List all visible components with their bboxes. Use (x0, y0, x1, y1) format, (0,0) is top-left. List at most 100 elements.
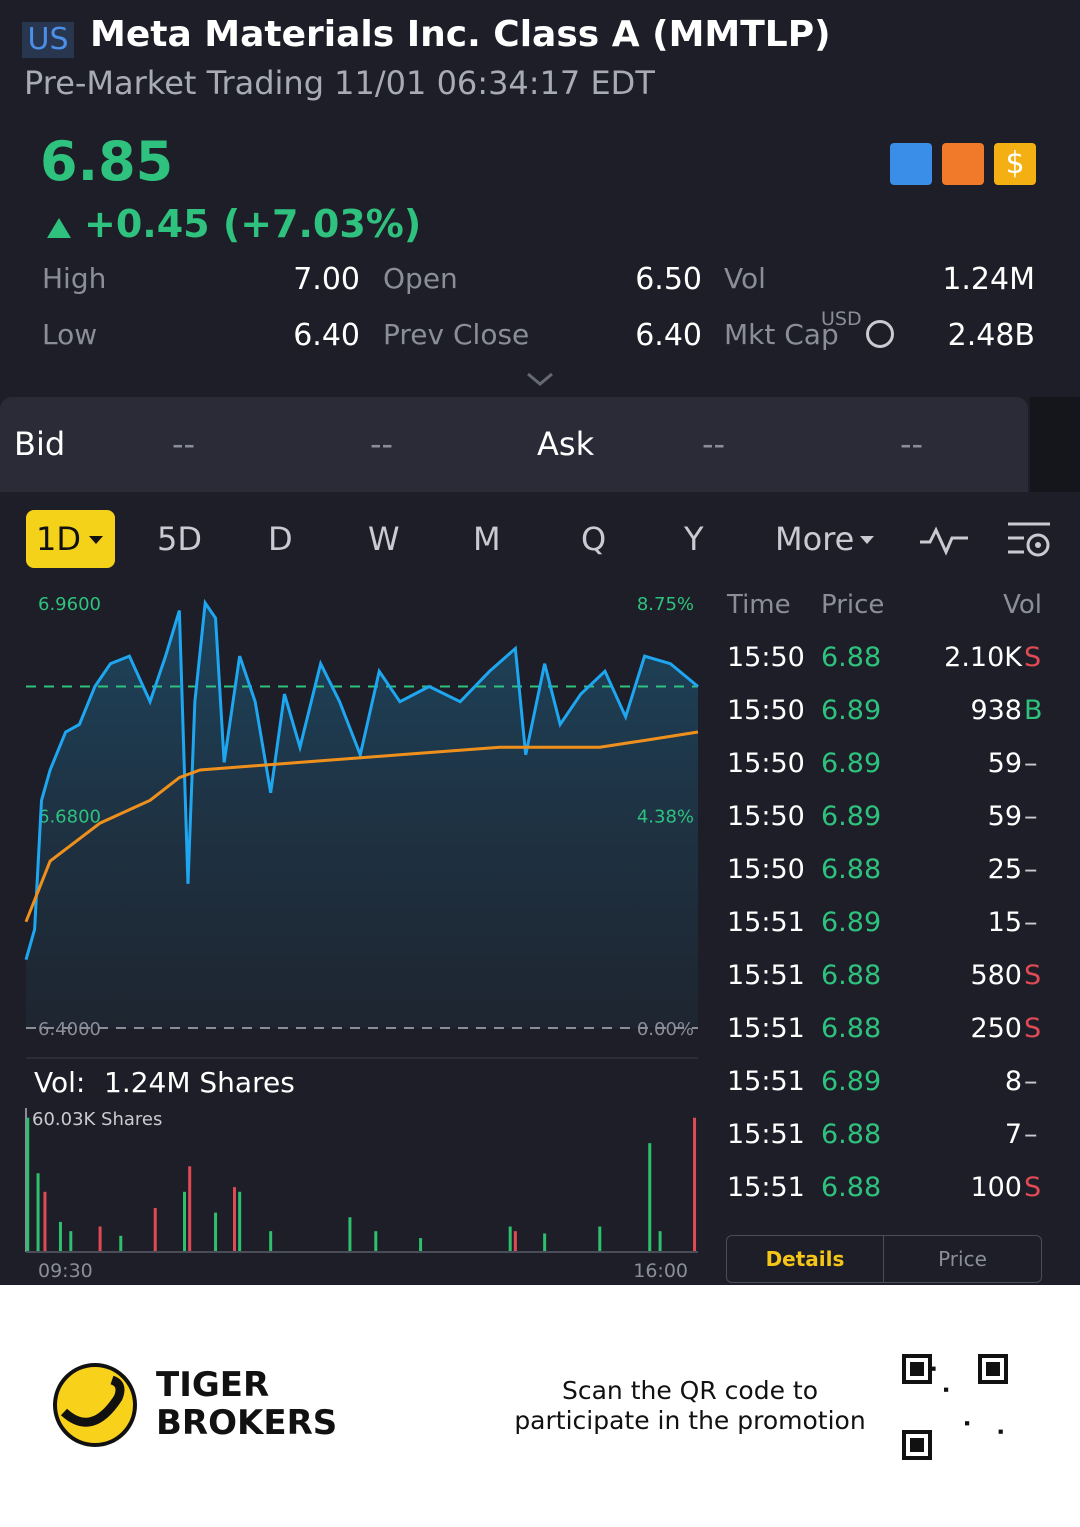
x-tick-label: 09:30 (38, 1260, 93, 1282)
period-tab[interactable]: More (775, 510, 875, 568)
trade-time: 15:50 (727, 748, 805, 779)
trade-time: 15:50 (727, 801, 805, 832)
period-tab[interactable]: W (368, 520, 400, 558)
indicator-icon[interactable] (918, 524, 970, 556)
qr-cell (965, 1421, 970, 1426)
stat-value: 6.40 (293, 318, 360, 353)
trade-time: 15:50 (727, 695, 805, 726)
period-tab[interactable]: M (473, 520, 501, 558)
icon-flash[interactable] (890, 143, 932, 185)
volume-bar (183, 1191, 187, 1252)
y2-tick-label: 4.38% (637, 806, 694, 827)
qr-cell (944, 1387, 949, 1392)
up-arrow (47, 218, 71, 238)
price-area (26, 603, 698, 1028)
volume-bar (348, 1217, 352, 1252)
x-tick-label: 16:00 (633, 1260, 688, 1282)
tiger-logo (53, 1363, 137, 1447)
price-change: +0.45 (+7.03%) (84, 202, 422, 246)
brand-line: BROKERS (156, 1403, 338, 1443)
qr-code[interactable] (902, 1354, 1008, 1460)
settings-icon[interactable] (1006, 520, 1052, 560)
trades-header: Vol (1003, 590, 1042, 620)
trade-side: S (1024, 1013, 1042, 1044)
volume-label: Vol: (34, 1066, 86, 1099)
volume-bar (232, 1187, 236, 1252)
trade-volume: 2.10K (944, 642, 1022, 673)
trade-time: 15:51 (727, 960, 805, 991)
volume-total: 1.24M Shares (104, 1066, 295, 1099)
qr-cell (910, 1362, 924, 1376)
trade-volume: 580 (970, 960, 1022, 991)
vwap-line (24, 730, 699, 923)
trade-side: – (1024, 854, 1038, 885)
trade-time: 15:50 (727, 854, 805, 885)
ask-label: Ask (537, 425, 595, 463)
trade-volume: 100 (970, 1172, 1022, 1203)
stock-title: Meta Materials Inc. Class A (MMTLP) (90, 14, 831, 55)
volume-bar (513, 1231, 517, 1252)
volume-bar (69, 1231, 73, 1252)
period-tab[interactable]: 5D (157, 520, 202, 558)
y2-tick-label: 0.00% (637, 1019, 694, 1040)
trade-side: B (1024, 695, 1043, 726)
trade-side: S (1024, 642, 1042, 673)
trade-price: 6.89 (821, 1066, 882, 1097)
y-tick-label: 6.4000 (38, 1019, 101, 1040)
price-chart: 6.9600 6.6800 6.4000 8.75% 4.38% 0.00% 60.03K … (24, 594, 699, 1282)
volume-bar (26, 1117, 30, 1252)
tab-price[interactable]: Price (938, 1247, 987, 1271)
trade-time: 15:51 (727, 1066, 805, 1097)
trade-price: 6.88 (821, 1013, 882, 1044)
volume-bar (693, 1117, 697, 1252)
icon-options[interactable] (942, 143, 984, 185)
brand: TIGER BROKERS (156, 1366, 337, 1442)
stat-label: Open (383, 262, 458, 295)
volume-bar (543, 1233, 547, 1252)
trade-side: – (1024, 1066, 1038, 1097)
volume-bar (238, 1191, 242, 1252)
volume-bar (658, 1231, 662, 1252)
trade-side: S (1024, 1172, 1042, 1203)
trade-price: 6.89 (821, 695, 882, 726)
icon-dollar[interactable]: $ (994, 143, 1036, 185)
trade-price: 6.89 (821, 801, 882, 832)
qr-cell (986, 1362, 1000, 1376)
trade-volume: 8 (1004, 1066, 1022, 1097)
trade-volume: 938 (970, 695, 1022, 726)
bid-price: -- (172, 425, 196, 463)
tab-details[interactable]: Details (727, 1236, 884, 1282)
volume-bar (214, 1212, 218, 1252)
qr-cell (998, 1429, 1003, 1434)
panel-edge (1030, 397, 1080, 492)
session-info: Pre-Market Trading 11/01 06:34:17 EDT (24, 64, 655, 102)
qr-cell (931, 1366, 936, 1371)
price-line (24, 598, 699, 961)
stat-value: 6.50 (635, 262, 702, 297)
volume-bar (36, 1173, 40, 1252)
promo-line: Scan the QR code to (561, 1376, 819, 1405)
volume-bar (508, 1226, 512, 1252)
bid-size: -- (370, 425, 394, 463)
trade-price: 6.88 (821, 854, 882, 885)
promo-text: Scan the QR code to participate in the pr… (500, 1376, 880, 1436)
period-tab[interactable]: 1D (26, 510, 115, 568)
info-icon[interactable] (866, 320, 894, 348)
trades-header: Time (727, 590, 791, 620)
stat-label: Low (42, 318, 98, 351)
period-tab[interactable]: Y (684, 520, 704, 558)
trade-time: 15:50 (727, 642, 805, 673)
volume-bar (58, 1221, 62, 1252)
trade-price: 6.88 (821, 960, 882, 991)
trade-volume: 59 (987, 801, 1022, 832)
trade-side: S (1024, 960, 1042, 991)
y-tick-label: 6.9600 (38, 594, 101, 615)
volume-bar (419, 1238, 423, 1252)
volume-bar (119, 1235, 123, 1252)
order-book: Bid -- -- Ask -- -- (0, 397, 1028, 492)
trade-time: 15:51 (727, 1013, 805, 1044)
period-tab[interactable]: Q (581, 520, 607, 558)
expand-chevron[interactable] (526, 370, 554, 388)
trade-side: – (1024, 801, 1038, 832)
period-tab[interactable]: D (268, 520, 293, 558)
